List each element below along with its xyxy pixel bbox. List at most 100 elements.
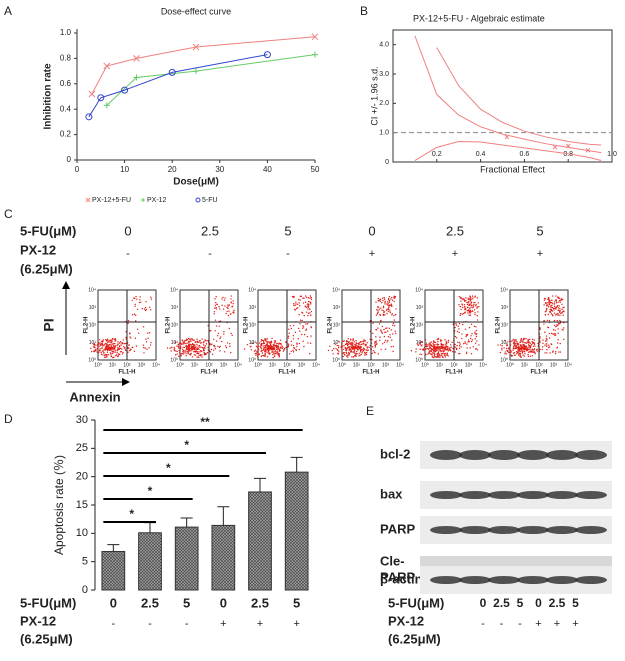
event-dot	[508, 340, 511, 342]
row-label: PX-12	[20, 242, 56, 257]
event-dot	[127, 351, 129, 353]
event-dot	[348, 347, 351, 349]
event-dot	[475, 329, 478, 332]
event-dot	[465, 334, 468, 336]
event-dot	[249, 346, 252, 348]
event-dot	[196, 356, 198, 358]
event-dot	[142, 344, 145, 346]
event-dot	[262, 343, 264, 345]
event-dot	[310, 303, 312, 305]
y-tick-label: 30	[76, 414, 88, 426]
plot-tick: 10³	[171, 305, 179, 311]
event-dot	[184, 351, 186, 353]
event-dot	[199, 354, 202, 356]
event-dot	[120, 344, 122, 346]
event-dot	[433, 345, 436, 347]
event-dot	[558, 311, 561, 313]
event-dot	[264, 339, 266, 341]
event-dot	[518, 352, 520, 355]
event-dot	[122, 339, 124, 341]
event-dot	[464, 342, 466, 344]
event-dot	[262, 354, 265, 357]
event-dot	[471, 310, 473, 312]
event-dot	[287, 343, 289, 345]
event-dot	[505, 347, 508, 350]
event-dot	[381, 325, 384, 328]
plot-axis-label: FL1-H	[363, 370, 380, 376]
event-dot	[266, 338, 269, 340]
event-dot	[206, 351, 209, 354]
plot-axis-label: FL1-H	[446, 370, 463, 376]
event-dot	[280, 344, 282, 346]
event-dot	[114, 342, 116, 345]
event-dot	[441, 350, 443, 352]
event-dot	[507, 349, 509, 352]
event-dot	[451, 341, 453, 344]
event-dot	[553, 309, 555, 311]
event-dot	[207, 339, 209, 342]
event-dot	[546, 304, 548, 306]
event-dot	[198, 352, 200, 355]
event-dot	[393, 300, 395, 303]
event-dot	[385, 327, 387, 330]
event-dot	[111, 343, 113, 346]
event-dot	[475, 326, 477, 328]
event-dot	[209, 342, 211, 345]
x-tick-label: 2.5	[141, 595, 159, 610]
event-dot	[447, 350, 450, 352]
event-dot	[228, 310, 230, 312]
event-dot	[527, 348, 529, 351]
event-dot	[260, 355, 263, 358]
y-tick-label: 20	[76, 471, 88, 483]
event-dot	[471, 332, 473, 335]
event-dot	[256, 346, 259, 349]
event-dot	[136, 328, 139, 331]
event-dot	[184, 342, 187, 345]
event-dot	[464, 300, 466, 303]
event-dot	[106, 338, 109, 340]
event-dot	[273, 352, 275, 354]
event-dot	[116, 348, 119, 351]
event-dot	[173, 349, 176, 352]
event-dot	[434, 350, 437, 353]
event-dot	[556, 304, 559, 307]
event-dot	[290, 327, 293, 330]
row-label: PX-12	[388, 613, 424, 628]
event-dot	[258, 353, 260, 355]
event-dot	[183, 341, 185, 344]
event-dot	[531, 338, 534, 341]
blot-label: bax	[380, 486, 403, 501]
event-dot	[386, 327, 388, 329]
event-dot	[563, 306, 565, 308]
event-dot	[383, 328, 385, 331]
y-axis-title: Inhibition rate	[43, 63, 54, 130]
event-dot	[110, 352, 112, 355]
event-dot	[93, 346, 95, 348]
event-dot	[546, 305, 548, 307]
event-dot	[276, 351, 278, 354]
event-dot	[298, 342, 301, 345]
event-dot	[387, 330, 389, 332]
event-dot	[522, 340, 524, 342]
event-dot	[378, 339, 381, 342]
event-dot	[145, 338, 147, 340]
event-dot	[216, 303, 218, 306]
event-dot	[300, 295, 302, 297]
event-dot	[556, 296, 559, 298]
event-dot	[459, 305, 461, 308]
event-dot	[518, 350, 521, 352]
event-dot	[445, 340, 447, 343]
x-tick-label: 0.8	[563, 151, 573, 158]
event-dot	[348, 341, 351, 343]
panel-letter: A	[4, 4, 12, 18]
event-dot	[266, 356, 269, 358]
event-dot	[501, 347, 503, 350]
event-dot	[386, 303, 388, 305]
event-dot	[419, 353, 421, 356]
event-dot	[266, 348, 269, 350]
event-dot	[434, 356, 436, 358]
event-dot	[366, 342, 368, 344]
event-dot	[145, 300, 147, 303]
event-dot	[534, 345, 536, 347]
event-dot	[271, 351, 273, 353]
